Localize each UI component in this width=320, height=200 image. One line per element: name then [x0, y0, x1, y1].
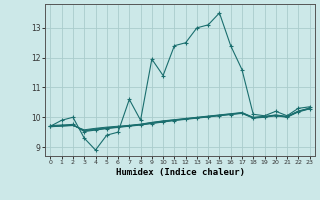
X-axis label: Humidex (Indice chaleur): Humidex (Indice chaleur): [116, 168, 244, 177]
